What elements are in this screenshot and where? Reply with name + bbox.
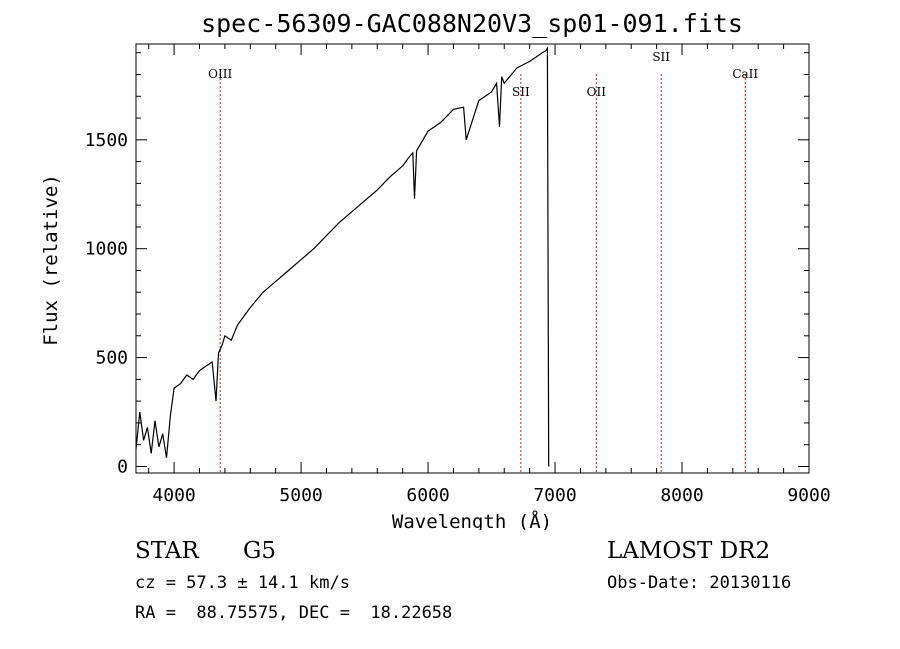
plot-area: 4000 5000 6000 7000 8000 9000 0 500 1000 1500 OIII… bbox=[85, 43, 831, 506]
spectrum-chart: spec-56309-GAC088N20V3_sp01-091.fits 400… bbox=[40, 9, 831, 530]
x-tick-label: 4000 bbox=[152, 485, 195, 506]
x-tick-label: 9000 bbox=[787, 485, 830, 506]
y-axis-label: Flux (relative) bbox=[40, 174, 62, 346]
spectral-line-label: SII bbox=[652, 50, 670, 64]
spectral-line-label: SII bbox=[512, 85, 530, 99]
x-tick-label: 6000 bbox=[406, 485, 449, 506]
spectral-line-label: OII bbox=[587, 85, 607, 99]
object-type: STAR bbox=[135, 538, 199, 564]
spectral-line-label: CaII bbox=[732, 67, 758, 81]
spectrum-line bbox=[135, 46, 550, 467]
redshift-velocity: cz = 57.3 ± 14.1 km/s bbox=[135, 573, 350, 593]
y-tick-label: 500 bbox=[95, 348, 128, 369]
x-tick-label: 8000 bbox=[660, 485, 703, 506]
survey-name: LAMOST DR2 bbox=[607, 538, 771, 564]
x-tick-label: 5000 bbox=[279, 485, 322, 506]
coordinates: RA = 88.75575, DEC = 18.22658 bbox=[135, 603, 453, 623]
x-axis-label: Wavelength (Å) bbox=[392, 510, 552, 530]
observation-date: Obs-Date: 20130116 bbox=[607, 573, 792, 593]
chart-title: spec-56309-GAC088N20V3_sp01-091.fits bbox=[201, 9, 743, 38]
spectral-line-label: OIII bbox=[208, 67, 232, 81]
spectral-subclass: G5 bbox=[243, 538, 277, 564]
plot-frame bbox=[135, 43, 810, 474]
y-tick-label: 0 bbox=[117, 456, 128, 477]
y-tick-label: 1500 bbox=[85, 130, 128, 151]
x-tick-label: 7000 bbox=[533, 485, 576, 506]
y-tick-label: 1000 bbox=[85, 239, 128, 260]
